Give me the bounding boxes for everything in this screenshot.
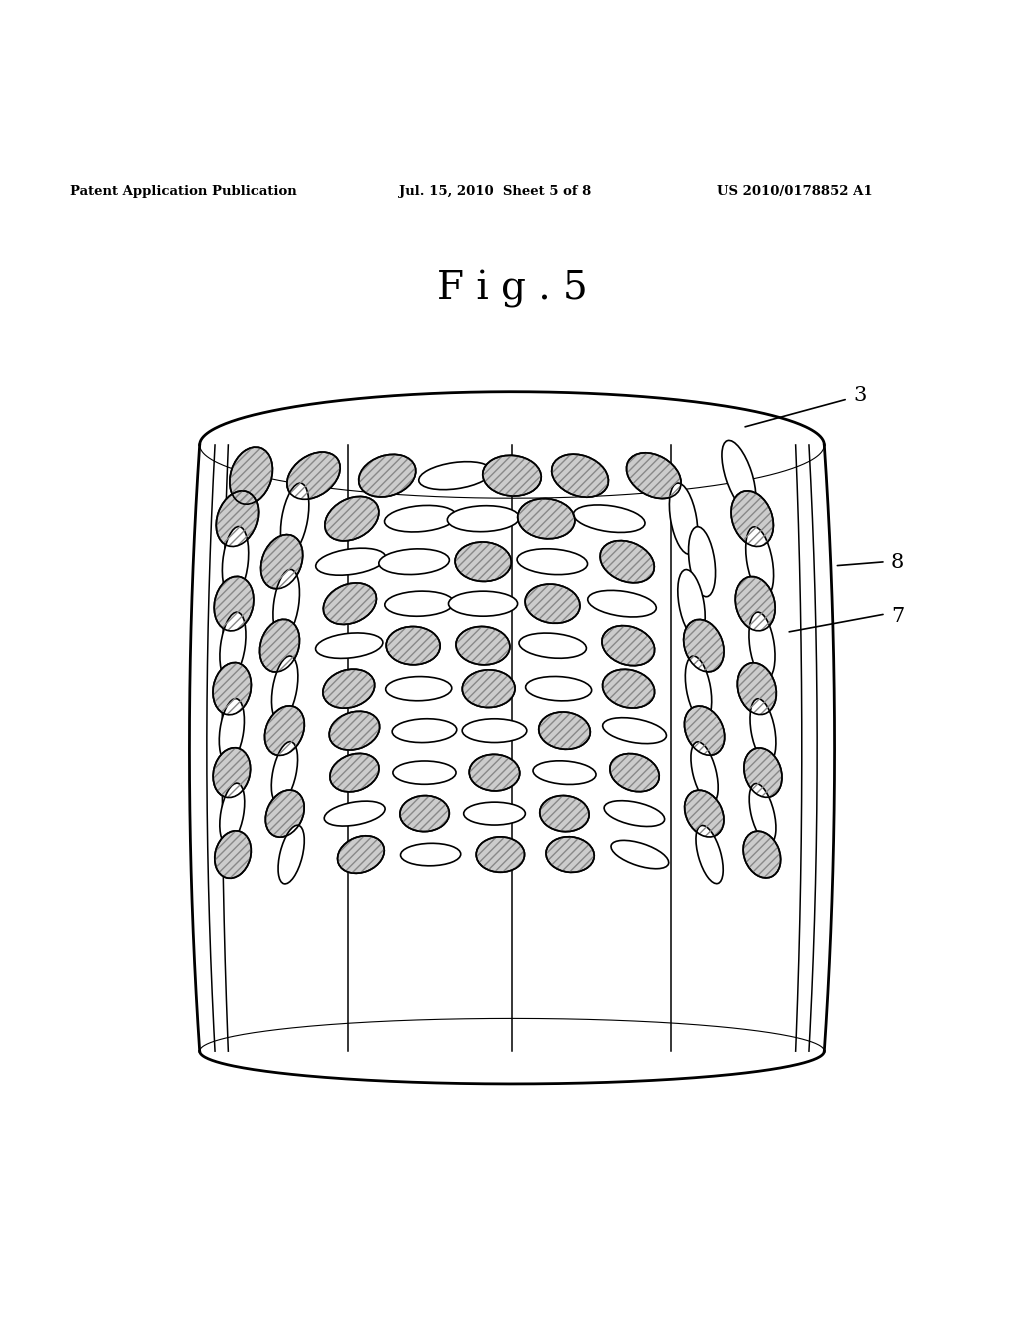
Ellipse shape [271,742,298,804]
Ellipse shape [735,577,775,631]
Ellipse shape [517,549,588,574]
Ellipse shape [540,796,589,832]
Ellipse shape [627,453,681,499]
Ellipse shape [573,506,645,532]
Ellipse shape [260,535,303,589]
Ellipse shape [325,801,385,826]
Ellipse shape [685,791,724,837]
Ellipse shape [419,462,492,490]
Ellipse shape [386,677,452,701]
Ellipse shape [213,747,251,797]
Ellipse shape [379,549,450,574]
Ellipse shape [685,656,712,721]
Ellipse shape [392,719,457,743]
Ellipse shape [214,577,254,631]
Ellipse shape [464,803,525,825]
Ellipse shape [519,634,587,659]
Ellipse shape [602,626,654,665]
Ellipse shape [688,527,716,597]
Ellipse shape [456,627,510,665]
Ellipse shape [272,569,299,638]
Ellipse shape [476,837,524,873]
Ellipse shape [358,454,416,496]
Ellipse shape [602,669,654,708]
Ellipse shape [400,796,450,832]
Text: 3: 3 [853,387,866,405]
Ellipse shape [525,583,580,623]
Ellipse shape [279,825,304,884]
Ellipse shape [600,541,654,582]
Ellipse shape [518,499,574,539]
Ellipse shape [386,627,440,665]
Ellipse shape [330,754,379,792]
Ellipse shape [750,698,776,763]
Ellipse shape [393,762,456,784]
Ellipse shape [552,454,608,498]
Ellipse shape [281,483,309,554]
Ellipse shape [678,569,706,638]
Ellipse shape [271,656,298,721]
Ellipse shape [731,491,773,546]
Ellipse shape [329,711,380,750]
Ellipse shape [447,506,519,532]
Ellipse shape [610,754,659,792]
Ellipse shape [691,742,718,804]
Ellipse shape [229,447,272,504]
Text: 8: 8 [891,553,904,573]
Ellipse shape [603,718,667,743]
Ellipse shape [400,843,461,866]
Text: Patent Application Publication: Patent Application Publication [70,185,296,198]
Ellipse shape [684,706,725,755]
Ellipse shape [749,612,775,680]
Ellipse shape [743,748,782,797]
Ellipse shape [338,836,384,874]
Ellipse shape [219,698,245,763]
Ellipse shape [604,801,665,826]
Ellipse shape [222,527,249,597]
Ellipse shape [385,591,454,616]
Ellipse shape [265,791,304,837]
Ellipse shape [259,619,299,672]
Ellipse shape [449,591,517,616]
Ellipse shape [220,783,245,843]
Ellipse shape [737,663,776,714]
Ellipse shape [750,784,776,843]
Ellipse shape [469,754,520,791]
Ellipse shape [315,632,383,659]
Ellipse shape [324,583,377,624]
Ellipse shape [722,441,756,511]
Text: 7: 7 [891,607,904,627]
Ellipse shape [462,719,526,743]
Ellipse shape [264,706,304,755]
Text: Jul. 15, 2010  Sheet 5 of 8: Jul. 15, 2010 Sheet 5 of 8 [399,185,592,198]
Ellipse shape [482,455,542,496]
Ellipse shape [611,841,669,869]
Ellipse shape [546,837,594,873]
Text: F i g . 5: F i g . 5 [436,271,588,309]
Ellipse shape [534,760,596,784]
Ellipse shape [215,830,251,878]
Ellipse shape [323,669,375,709]
Ellipse shape [220,612,246,680]
Ellipse shape [696,825,723,883]
Ellipse shape [385,506,457,532]
Ellipse shape [325,496,379,541]
Ellipse shape [745,527,773,597]
Ellipse shape [684,619,724,672]
Ellipse shape [588,590,656,616]
Ellipse shape [315,548,386,576]
Ellipse shape [525,676,592,701]
Ellipse shape [216,491,259,546]
Ellipse shape [670,483,697,554]
Ellipse shape [539,711,590,750]
Text: US 2010/0178852 A1: US 2010/0178852 A1 [717,185,872,198]
Ellipse shape [455,543,511,581]
Ellipse shape [462,669,515,708]
Ellipse shape [213,663,252,715]
Ellipse shape [743,832,780,878]
Ellipse shape [287,451,340,499]
